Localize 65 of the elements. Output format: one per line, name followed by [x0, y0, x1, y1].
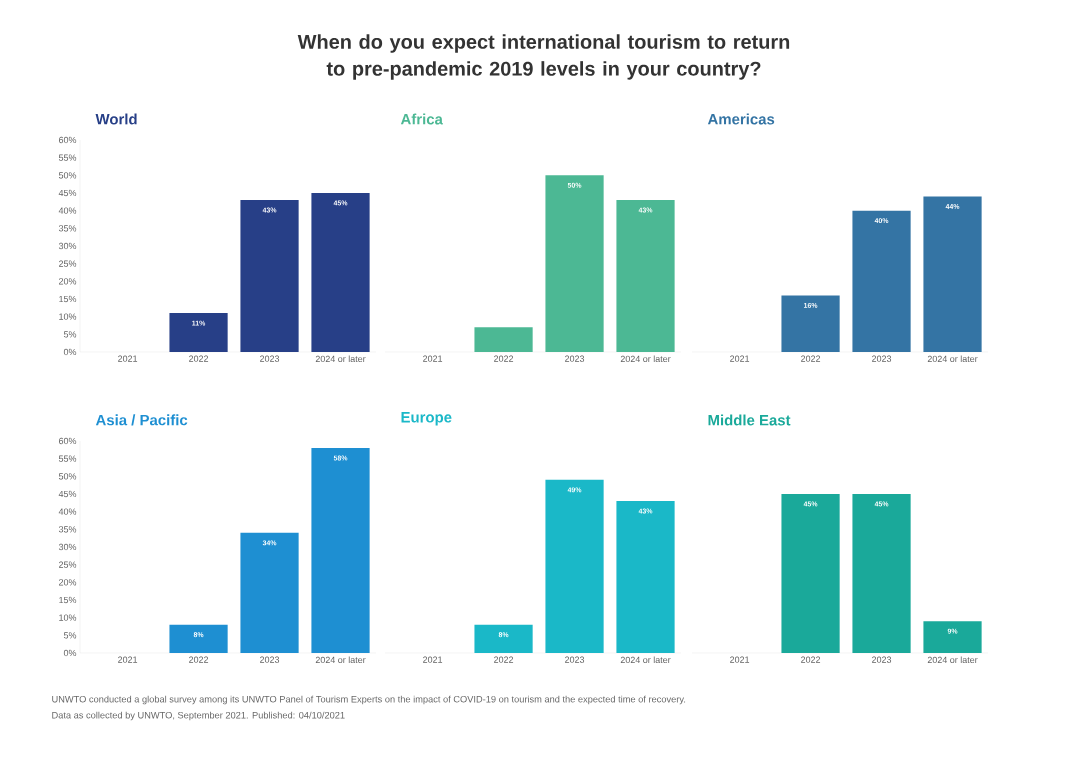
x-tick-label: 2021 — [423, 355, 443, 362]
x-tick-label: 2022 — [494, 355, 514, 362]
x-tick-label: 2021 — [730, 355, 750, 362]
y-tick-label: 45% — [58, 189, 77, 197]
chart-title: Middle East — [708, 414, 791, 426]
bar — [169, 624, 228, 653]
y-tick-label: 5% — [63, 632, 77, 639]
y-tick-label: 35% — [58, 225, 77, 232]
y-tick-label: 60% — [59, 136, 77, 144]
x-tick-label: 2023 — [260, 355, 280, 362]
y-tick-label: 10% — [59, 614, 77, 621]
y-tick-label: 55% — [58, 455, 77, 462]
x-tick-label: 2023 — [565, 656, 585, 663]
bar — [240, 532, 299, 653]
chart-title: Europe — [401, 412, 452, 426]
y-tick-label: 45% — [58, 490, 77, 498]
x-tick-label: 2021 — [730, 656, 750, 663]
x-tick-label: 2022 — [189, 355, 209, 362]
y-tick-label: 25% — [59, 260, 77, 267]
x-tick-label: 2021 — [423, 656, 443, 663]
x-tick-label: 2023 — [872, 355, 892, 362]
bar — [311, 448, 370, 653]
x-tick-label: 2022 — [801, 355, 821, 362]
y-tick-label: 0% — [63, 649, 77, 657]
text: Data as collected by UNWTO, September 2021. Published: 04/10/2021 — [52, 711, 345, 721]
bar — [240, 200, 299, 352]
x-tick-label: 2024 or later — [315, 355, 366, 363]
x-tick-label: 2021 — [118, 656, 138, 663]
y-tick-label: 15% — [59, 596, 77, 604]
x-tick-label: 2022 — [801, 656, 821, 663]
bar — [169, 313, 228, 352]
x-tick-label: 2023 — [260, 656, 280, 663]
chart-title: Africa — [400, 113, 443, 125]
y-tick-label: 40% — [58, 508, 77, 515]
y-tick-label: 55% — [58, 154, 77, 161]
bar — [311, 192, 370, 352]
x-tick-label: 2022 — [189, 656, 209, 663]
y-tick-label: 20% — [59, 579, 77, 586]
x-tick-label: 2024 or later — [620, 355, 671, 363]
y-tick-label: 10% — [59, 313, 77, 320]
x-tick-label: 2023 — [872, 656, 892, 663]
y-tick-label: 30% — [58, 242, 77, 250]
x-tick-label: 2021 — [118, 355, 138, 362]
y-tick-label: 25% — [59, 561, 77, 568]
chart-title: Americas — [707, 113, 775, 125]
chart-title: World — [95, 113, 137, 125]
chart-title: Asia / Pacific — [95, 414, 188, 426]
x-tick-label: 2024 or later — [620, 656, 671, 664]
y-tick-label: 60% — [59, 437, 77, 445]
y-tick-label: 50% — [58, 172, 77, 179]
y-tick-label: 15% — [59, 295, 77, 303]
x-tick-label: 2023 — [565, 355, 585, 362]
x-tick-label: 2024 or later — [315, 656, 366, 664]
x-tick-label: 2024 or later — [927, 355, 978, 363]
y-tick-label: 50% — [58, 473, 77, 480]
y-tick-label: 30% — [58, 543, 77, 551]
y-tick-label: 40% — [58, 207, 77, 214]
y-tick-label: 5% — [63, 331, 77, 338]
text: UNWTO conducted a global survey among its UNWTO Panel of Tourism Experts on the impact of COVID-19 on tourism and the expected time of recovery. — [52, 695, 686, 705]
text: When do you expect international tourism to return to pre-pandemic 2019 levels in your country? — [297, 34, 790, 80]
x-tick-label: 2022 — [494, 656, 514, 663]
y-tick-label: 20% — [59, 278, 77, 285]
y-tick-label: 35% — [58, 526, 77, 533]
y-tick-label: 0% — [63, 348, 77, 356]
x-tick-label: 2024 or later — [927, 656, 978, 664]
